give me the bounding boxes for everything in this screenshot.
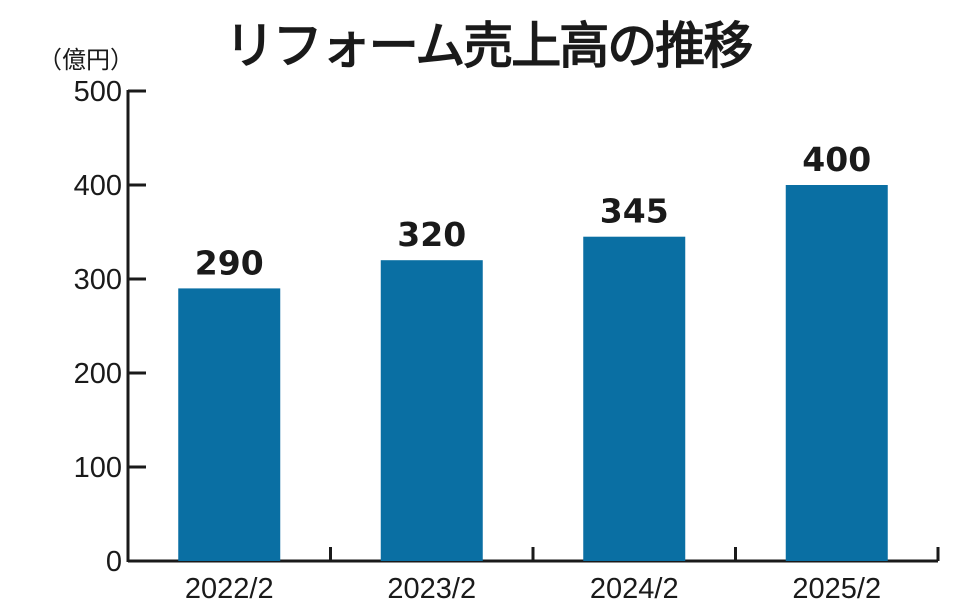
bars: [178, 185, 888, 561]
y-tick-label: 200: [74, 358, 122, 390]
bar: [178, 288, 281, 561]
bar-value-label: 290: [195, 243, 264, 282]
x-category-label: 2023/2: [387, 573, 476, 605]
y-tick-label: 100: [74, 452, 122, 484]
x-category-label: 2024/2: [590, 573, 679, 605]
bar: [583, 236, 686, 561]
chart-title: リフォーム売上高の推移: [224, 17, 754, 75]
x-category-label: 2022/2: [185, 573, 274, 605]
y-axis-unit-label: （億円）: [38, 46, 134, 74]
bar-value-label: 345: [600, 192, 669, 231]
bar: [380, 260, 483, 561]
x-category-label: 2025/2: [792, 573, 881, 605]
y-tick-label: 500: [74, 76, 122, 108]
y-tick-label: 400: [74, 170, 122, 202]
y-tick-label: 0: [106, 546, 122, 578]
bar-value-label: 400: [802, 140, 871, 179]
bar: [785, 185, 888, 561]
y-axis: 0 100 200 300 400 500: [74, 76, 146, 578]
y-tick-label: 300: [74, 264, 122, 296]
bar-value-label: 320: [397, 215, 466, 254]
value-labels: 290 320 345 400: [195, 140, 871, 282]
